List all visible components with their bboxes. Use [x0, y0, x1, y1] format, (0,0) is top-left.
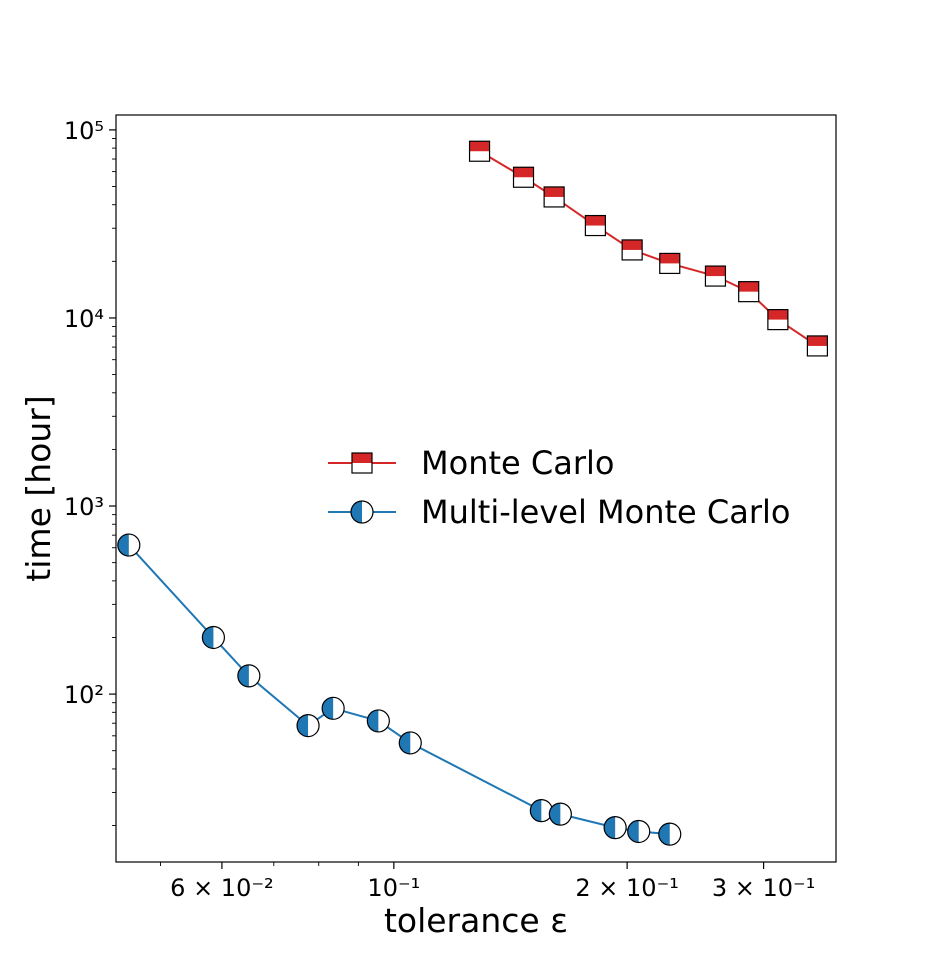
y-tick-label: 10⁵ — [64, 117, 104, 145]
data-point — [321, 696, 345, 720]
legend-marker — [350, 500, 374, 524]
data-point — [603, 816, 627, 840]
data-point — [704, 265, 727, 287]
series-monte-carlo — [468, 140, 829, 357]
data-point — [584, 214, 606, 237]
data-point — [117, 533, 141, 557]
x-tick-label: 6 × 10⁻² — [170, 874, 273, 902]
data-point — [296, 713, 320, 738]
axes-layer: 6 × 10⁻² 10⁻¹ 2 × 10⁻¹ 3 × 10⁻¹ 10² 10³ 10⁴ 10⁵… — [19, 114, 837, 940]
data-point — [806, 335, 829, 357]
legend-label: Monte Carlo — [421, 444, 614, 482]
legend-marker — [351, 452, 373, 474]
data-point — [548, 802, 572, 826]
data-point — [201, 625, 225, 650]
data-point — [767, 309, 789, 331]
legend-label: Multi-level Monte Carlo — [421, 493, 790, 531]
y-tick-label: 10² — [64, 681, 104, 709]
data-point — [659, 252, 681, 275]
plot-frame — [115, 114, 837, 863]
series-layer — [117, 140, 829, 846]
x-axis-label: tolerance ε — [384, 901, 568, 940]
x-tick-label: 2 × 10⁻¹ — [575, 874, 678, 902]
legend: Monte Carlo Multi-level Monte Carlo — [328, 444, 790, 531]
data-point — [658, 822, 682, 846]
series-line — [479, 150, 818, 347]
series-multi-level-monte-carlo — [117, 533, 682, 846]
data-point — [512, 166, 535, 188]
data-point — [237, 664, 261, 688]
data-point — [468, 140, 491, 162]
data-point — [738, 281, 760, 303]
y-tick-label: 10⁴ — [64, 305, 104, 333]
data-point — [543, 186, 565, 208]
data-point — [627, 819, 651, 844]
data-point — [398, 731, 422, 755]
data-point — [529, 799, 553, 823]
legend-entry: Multi-level Monte Carlo — [328, 493, 790, 531]
y-axis-label: time [hour] — [19, 395, 58, 581]
x-tick-label: 10⁻¹ — [367, 874, 420, 902]
legend-entry: Monte Carlo — [328, 444, 614, 482]
data-point — [366, 709, 390, 733]
y-tick-label: 10³ — [64, 493, 104, 521]
x-tick-label: 3 × 10⁻¹ — [712, 874, 815, 902]
data-point — [621, 239, 643, 261]
series-line — [128, 544, 670, 836]
